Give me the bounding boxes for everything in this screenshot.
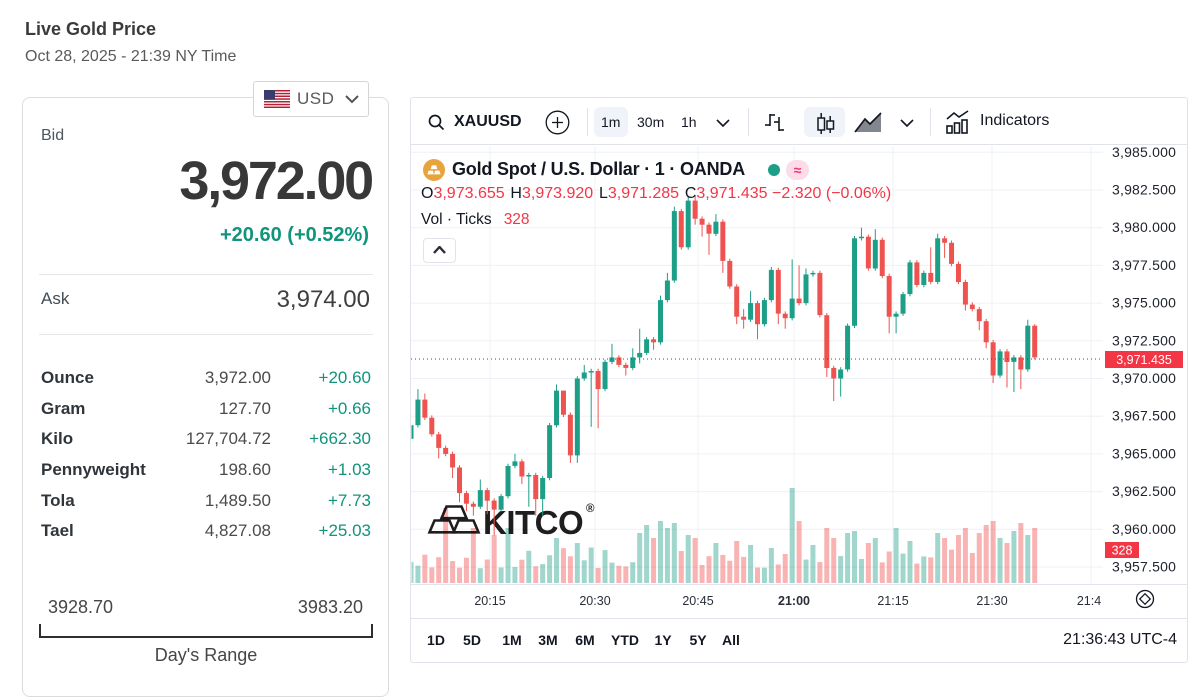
svg-text:3,967.500: 3,967.500 [1112, 408, 1176, 424]
svg-text:21:4: 21:4 [1077, 594, 1101, 608]
svg-text:KITCO: KITCO [483, 504, 583, 541]
svg-text:20:30: 20:30 [579, 594, 610, 608]
svg-text:3,977.500: 3,977.500 [1112, 257, 1176, 273]
svg-text:21:30: 21:30 [976, 594, 1007, 608]
svg-text:3,971.435: 3,971.435 [1116, 353, 1172, 367]
svg-text:3,960.000: 3,960.000 [1112, 521, 1176, 537]
svg-text:3,982.500: 3,982.500 [1112, 182, 1176, 198]
svg-text:21:00: 21:00 [778, 594, 810, 608]
svg-text:3,965.000: 3,965.000 [1112, 445, 1176, 461]
svg-text:3,985.000: 3,985.000 [1112, 144, 1176, 160]
svg-text:328: 328 [1112, 544, 1133, 558]
svg-text:21:15: 21:15 [877, 594, 908, 608]
svg-text:3,962.500: 3,962.500 [1112, 483, 1176, 499]
svg-text:3,980.000: 3,980.000 [1112, 219, 1176, 235]
svg-text:®: ® [586, 503, 595, 515]
svg-text:3,957.500: 3,957.500 [1112, 559, 1176, 575]
svg-text:3,972.500: 3,972.500 [1112, 332, 1176, 348]
svg-text:20:45: 20:45 [682, 594, 713, 608]
svg-text:3,970.000: 3,970.000 [1112, 370, 1176, 386]
svg-text:3,975.000: 3,975.000 [1112, 295, 1176, 311]
svg-text:20:15: 20:15 [474, 594, 505, 608]
